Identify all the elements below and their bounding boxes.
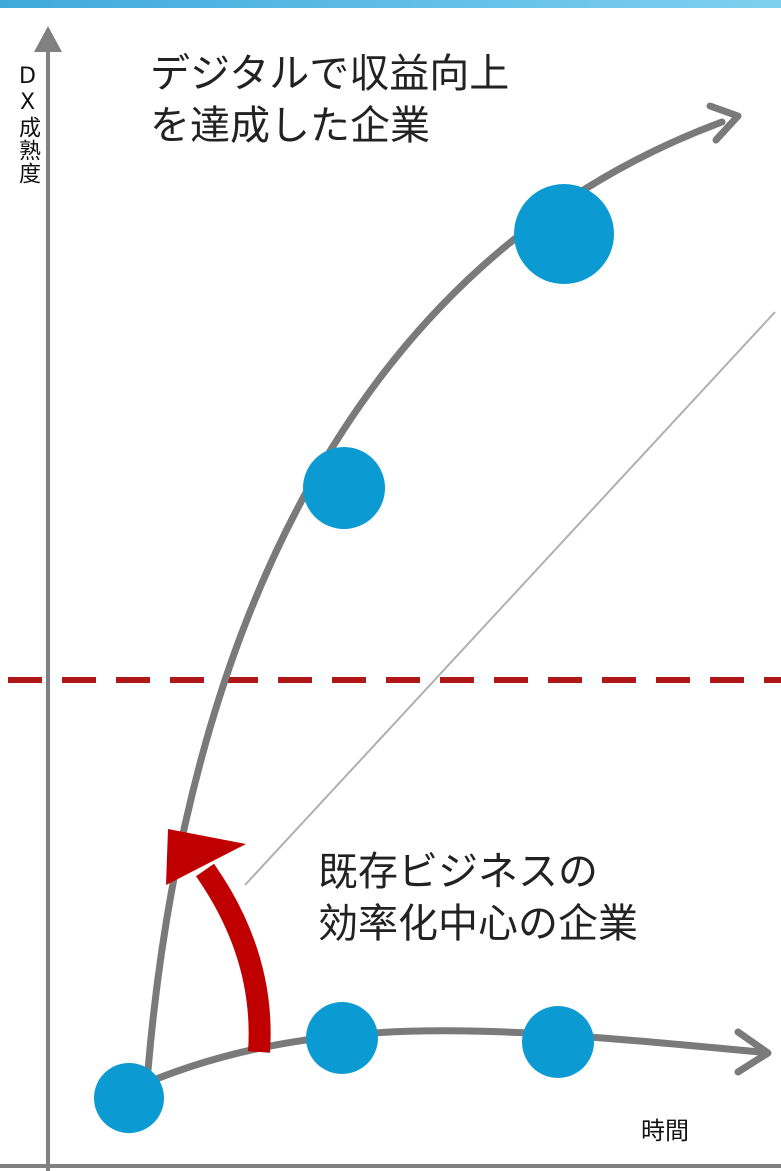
curved-arrow-icon (195, 863, 271, 1053)
bottom-curve-label-line2: 効率化中心の企業 (318, 901, 638, 947)
arrow-head-icon (734, 1028, 772, 1076)
data-point-dot (303, 447, 385, 529)
reference-diagonal-line (244, 311, 776, 886)
data-point-dot (306, 1002, 378, 1074)
bottom-curve-label-line1: 既存ビジネスの (318, 849, 598, 895)
data-point-dot (514, 184, 614, 284)
top-accent-bar (0, 0, 781, 8)
y-axis-label: DX成熟度 (15, 64, 40, 185)
x-axis-label: 時間 (641, 1117, 689, 1145)
top-curve-label-line1: デジタルで収益向上 (150, 51, 510, 97)
bottom-curve-label: 既存ビジネスの 効率化中心の企業 (318, 846, 638, 950)
curved-arrow-head-icon (166, 829, 246, 885)
data-point-dot (522, 1006, 594, 1078)
top-curve-label: デジタルで収益向上 を達成した企業 (150, 48, 509, 152)
data-point-dot (94, 1063, 164, 1133)
arrow-head-icon (706, 102, 742, 144)
bottom-flat-curve (126, 1027, 764, 1094)
arrow-up-icon (34, 26, 62, 52)
top-curve-label-line2: を達成した企業 (150, 103, 430, 149)
